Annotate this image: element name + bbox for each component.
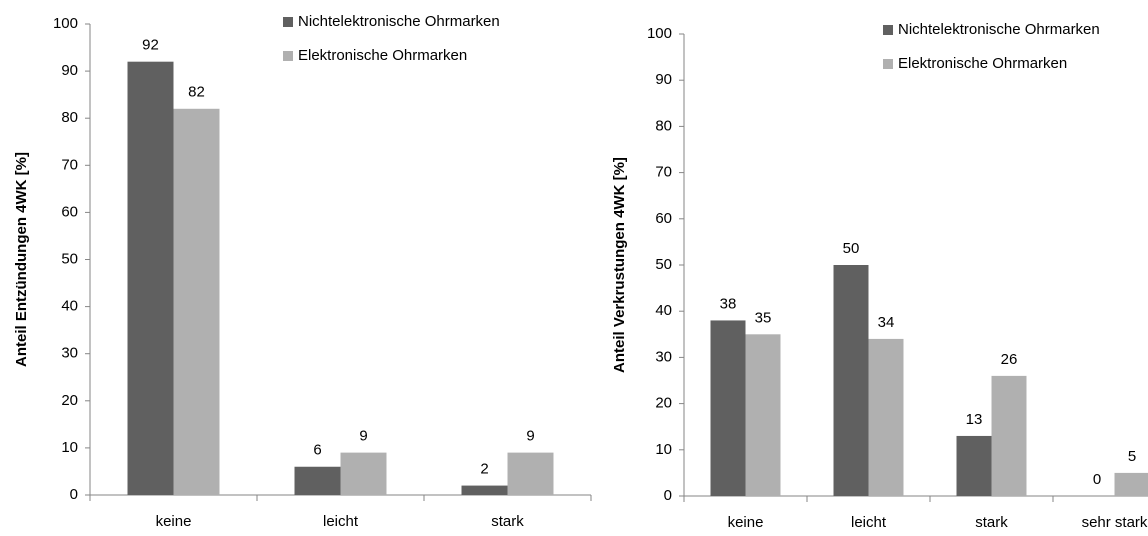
y-tick-label: 0 <box>664 487 672 504</box>
value-label: 9 <box>526 428 534 445</box>
bar <box>956 435 992 496</box>
value-label: 5 <box>1128 448 1136 465</box>
value-label: 35 <box>755 309 772 326</box>
y-tick-label: 100 <box>53 15 78 32</box>
bar <box>833 265 869 496</box>
y-tick-label: 10 <box>655 441 672 458</box>
value-label: 2 <box>480 461 488 478</box>
y-tick-label: 0 <box>70 486 78 503</box>
legend-swatch <box>283 17 293 27</box>
value-label: 13 <box>966 411 983 428</box>
x-tick-label: sehr stark <box>1082 514 1148 531</box>
bar <box>507 452 554 495</box>
y-tick-label: 80 <box>655 117 672 134</box>
value-label: 38 <box>720 295 737 312</box>
legend-swatch <box>883 25 893 35</box>
bar <box>1114 472 1148 496</box>
x-tick-label: leicht <box>323 513 359 530</box>
x-tick-label: stark <box>975 514 1008 531</box>
y-tick-label: 40 <box>655 302 672 319</box>
value-label: 6 <box>313 442 321 459</box>
bar <box>461 485 508 495</box>
y-tick-label: 70 <box>61 156 78 173</box>
bar <box>710 320 746 496</box>
y-tick-label: 20 <box>655 395 672 412</box>
y-tick-label: 80 <box>61 109 78 126</box>
value-label: 0 <box>1093 471 1101 488</box>
y-tick-label: 70 <box>655 164 672 181</box>
y-axis-label: Anteil Verkrustungen 4WK [%] <box>611 157 628 373</box>
bar <box>294 466 341 495</box>
y-axis-label: Anteil Entzündungen 4WK [%] <box>13 152 30 367</box>
legend-label: Nichtelektronische Ohrmarken <box>298 13 500 30</box>
value-label: 26 <box>1001 351 1018 368</box>
y-tick-label: 50 <box>61 250 78 267</box>
x-tick-label: leicht <box>851 514 887 531</box>
value-label: 82 <box>188 84 205 101</box>
legend-swatch <box>283 51 293 61</box>
x-tick-label: keine <box>728 514 764 531</box>
bar <box>340 452 387 495</box>
y-tick-label: 100 <box>647 25 672 42</box>
y-tick-label: 30 <box>61 345 78 362</box>
bar <box>868 338 904 496</box>
y-tick-label: 50 <box>655 256 672 273</box>
y-tick-label: 60 <box>655 210 672 227</box>
value-label: 92 <box>142 37 159 54</box>
bar <box>127 61 174 496</box>
legend-label: Elektronische Ohrmarken <box>298 47 467 64</box>
y-tick-label: 60 <box>61 203 78 220</box>
bar <box>173 108 220 495</box>
legend-label: Nichtelektronische Ohrmarken <box>898 21 1100 38</box>
y-tick-label: 10 <box>61 439 78 456</box>
legend-swatch <box>883 59 893 69</box>
y-tick-label: 90 <box>655 71 672 88</box>
value-label: 50 <box>843 240 860 257</box>
y-tick-label: 20 <box>61 392 78 409</box>
bar <box>745 334 781 496</box>
legend-label: Elektronische Ohrmarken <box>898 55 1067 72</box>
value-label: 34 <box>878 314 895 331</box>
bar <box>991 375 1027 496</box>
x-tick-label: stark <box>491 513 524 530</box>
x-tick-label: keine <box>156 513 192 530</box>
y-tick-label: 90 <box>61 62 78 79</box>
y-tick-label: 40 <box>61 298 78 315</box>
value-label: 9 <box>359 428 367 445</box>
y-tick-label: 30 <box>655 348 672 365</box>
